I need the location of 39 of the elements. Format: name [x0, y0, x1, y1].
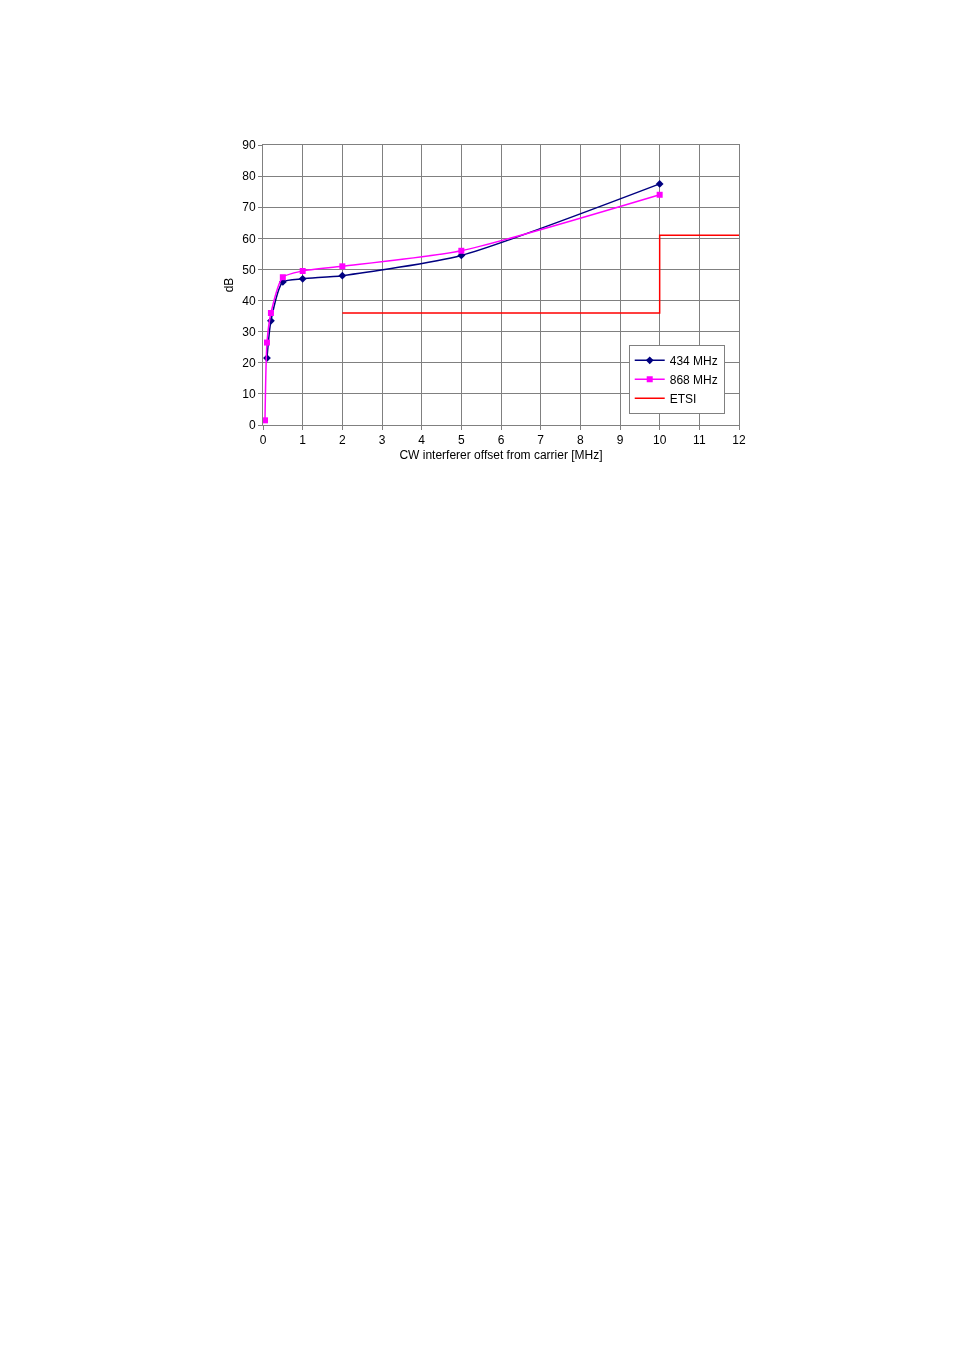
point	[458, 247, 465, 254]
y-tick-label: 50	[242, 262, 256, 277]
x-tick-label: 12	[732, 433, 746, 448]
x-tick-label: 9	[616, 433, 624, 448]
legend-label: 434 MHz	[669, 353, 718, 368]
x-tick-label: 11	[693, 433, 706, 448]
y-tick-label: 70	[242, 200, 256, 215]
y-tick-label: 10	[242, 387, 256, 402]
x-tick-label: 4	[418, 433, 426, 448]
point	[263, 339, 270, 346]
point	[263, 417, 268, 424]
legend-label: ETSI	[669, 391, 697, 406]
y-tick-label: 60	[242, 231, 256, 246]
x-tick-label: 0	[259, 433, 267, 448]
y-tick-label: 0	[248, 418, 256, 433]
legend-label: 868 MHz	[669, 372, 718, 387]
x-tick-label: 2	[338, 433, 346, 448]
y-axis-title: dB	[221, 277, 236, 293]
x-tick-label: 3	[378, 433, 386, 448]
point	[298, 274, 307, 283]
point	[279, 274, 286, 281]
x-tick-label: 10	[652, 433, 667, 448]
x-tick-label: 1	[299, 433, 307, 448]
point	[339, 263, 346, 270]
y-tick-label: 90	[242, 138, 256, 153]
y-tick-label: 20	[242, 355, 256, 370]
point	[656, 191, 663, 198]
point	[655, 179, 664, 188]
x-tick-label: 5	[457, 433, 465, 448]
point	[299, 268, 306, 274]
point	[338, 271, 347, 280]
x-axis-title: CW interferer offset from carrier [MHz]	[399, 448, 603, 463]
point	[267, 310, 274, 316]
y-tick-label: 40	[242, 293, 256, 308]
x-tick-label: 7	[537, 433, 545, 448]
y-tick-label: 30	[242, 324, 256, 339]
x-tick-label: 6	[497, 433, 505, 448]
x-tick-label: 8	[576, 433, 584, 448]
y-tick-label: 80	[242, 169, 256, 184]
